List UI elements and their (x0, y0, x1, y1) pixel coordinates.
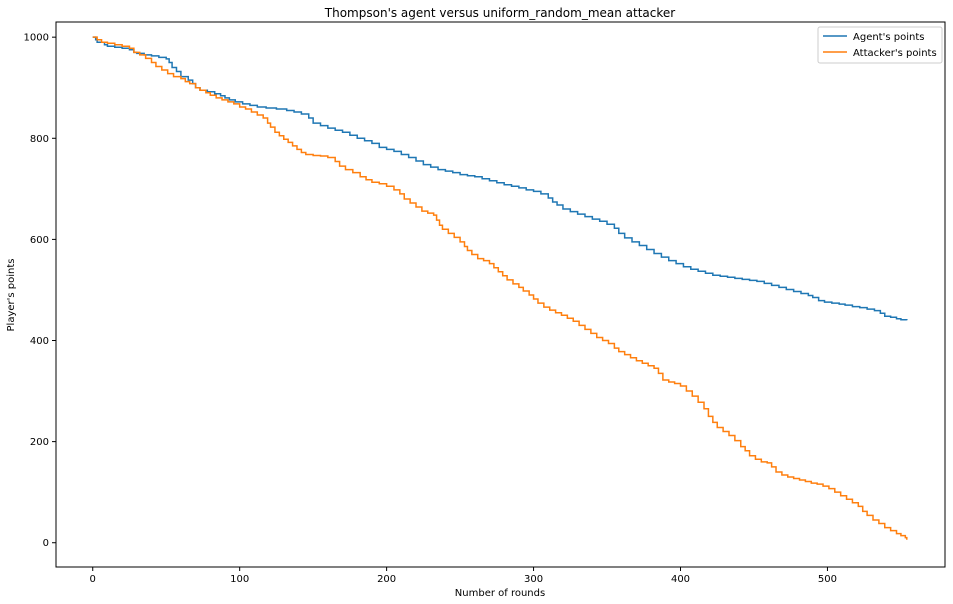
series-line-attacker (92, 36, 908, 540)
axes: 0 100 200 300 400 500 0 200 400 600 800 1000 (24, 33, 837, 585)
y-tick-label: 400 (30, 336, 49, 347)
x-tick-label: 400 (671, 574, 690, 585)
y-tick-label: 200 (30, 437, 49, 448)
legend-label-agent: Agent's points (853, 32, 924, 43)
legend: Agent's points Attacker's points (817, 26, 943, 64)
series-layer (92, 36, 908, 540)
x-tick-label: 200 (377, 574, 396, 585)
x-axis-title: Number of rounds (455, 588, 545, 599)
x-tick-label: 500 (818, 574, 837, 585)
x-tick-label: 300 (524, 574, 543, 585)
y-tick-label: 0 (43, 538, 49, 549)
y-tick-label: 1000 (24, 33, 49, 44)
y-axis-title: Player's points (6, 259, 17, 332)
chart-title: Thompson's agent versus uniform_random_m… (324, 6, 675, 20)
x-tick-label: 0 (90, 574, 96, 585)
legend-box (817, 26, 943, 64)
plot-frame (55, 21, 946, 568)
y-tick-label: 800 (30, 134, 49, 145)
y-tick-label: 600 (30, 235, 49, 246)
x-tick-label: 100 (230, 574, 249, 585)
legend-label-attacker: Attacker's points (853, 48, 937, 59)
